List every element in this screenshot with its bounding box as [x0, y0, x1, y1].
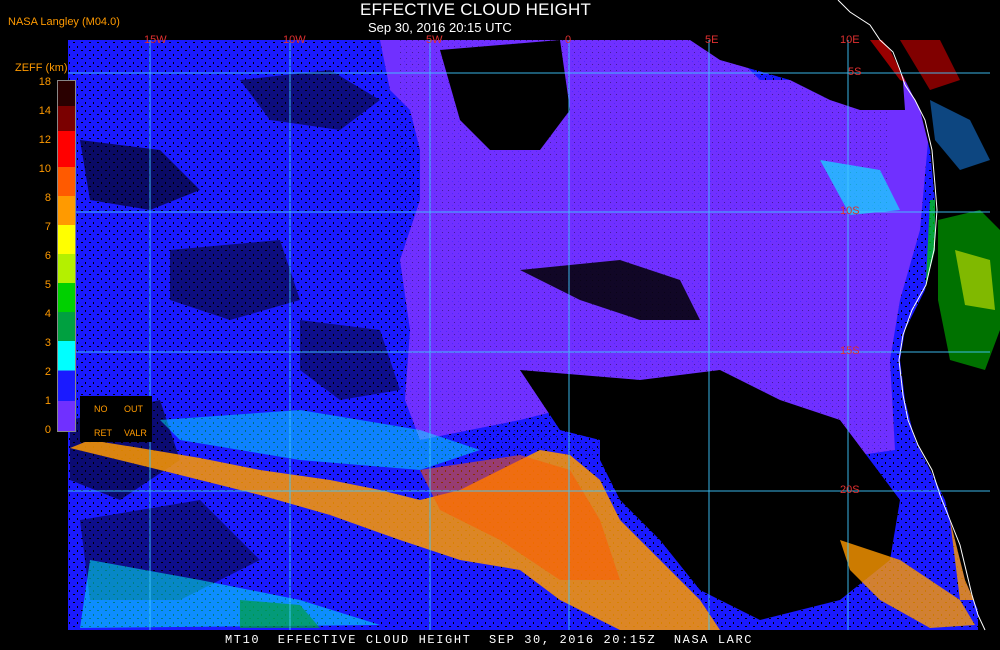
credit-label: NASA Langley (M04.0) [8, 16, 120, 28]
legend-swatch-12-13 [58, 149, 75, 167]
legend-unit-label: ZEFF (km) [15, 62, 68, 74]
lat-label-20s: 20S [840, 484, 860, 496]
legend-tick: 18 [38, 76, 51, 88]
legend-swatch-5-6 [58, 283, 75, 312]
map-subtitle: Sep 30, 2016 20:15 UTC [368, 20, 512, 35]
legend-tick: 4 [44, 308, 51, 320]
legend-tick: 1 [44, 395, 51, 407]
legend-tick: 5 [44, 279, 51, 291]
graticule [68, 40, 990, 630]
clear-patch-north [440, 40, 570, 150]
legend-tick: 2 [44, 366, 51, 378]
legend-swatch-10-12 [58, 167, 75, 196]
lon-label-10e: 10E [840, 34, 860, 46]
lon-label-0: 0 [565, 34, 572, 46]
legend-tick: 12 [38, 134, 51, 146]
legend-tick: 0 [44, 424, 51, 436]
lon-label-5w: 5W [426, 34, 443, 46]
legend-swatch-7-8 [58, 225, 75, 254]
legend-swatch-8-10 [58, 196, 75, 225]
footer-caption: MT10 EFFECTIVE CLOUD HEIGHT SEP 30, 2016… [225, 633, 754, 647]
legend-swatch-4-5 [58, 312, 75, 341]
out-of-range-label: OUT [124, 404, 143, 414]
legend-swatch-6-7 [58, 254, 75, 283]
legend-swatch-14-16 [58, 106, 75, 131]
coastline [837, 0, 986, 631]
no-retrieval-box [80, 396, 152, 442]
color-legend [57, 80, 76, 432]
legend-swatch-13-14 [58, 131, 75, 149]
legend-tick: 6 [44, 250, 51, 262]
lon-label-10w: 10W [283, 34, 306, 46]
legend-swatch-0-1 [58, 401, 75, 431]
footer-bar: MT10 EFFECTIVE CLOUD HEIGHT SEP 30, 2016… [0, 632, 1000, 650]
map-title: EFFECTIVE CLOUD HEIGHT [360, 0, 592, 19]
lat-label-5s: 5S [848, 66, 862, 78]
legend-tick: 7 [44, 221, 51, 233]
legend-tick: 3 [44, 337, 51, 349]
lon-label-5e: 5E [705, 34, 719, 46]
lat-label-15s: 15S [840, 345, 860, 357]
legend-tick: 14 [38, 105, 51, 117]
no-retrieval-label: NO [94, 404, 108, 414]
legend-swatch-16-18 [58, 81, 75, 106]
legend-tick: 10 [38, 163, 51, 175]
lat-label-10s: 10S [840, 205, 860, 217]
legend-swatch-3-4 [58, 341, 75, 370]
legend-swatch-1-2b [58, 371, 75, 401]
legend-tick: 8 [44, 192, 51, 204]
lon-label-15w: 15W [144, 34, 167, 46]
retrieval-label: RET [94, 428, 112, 438]
valid-range-label: VALR [124, 428, 147, 438]
